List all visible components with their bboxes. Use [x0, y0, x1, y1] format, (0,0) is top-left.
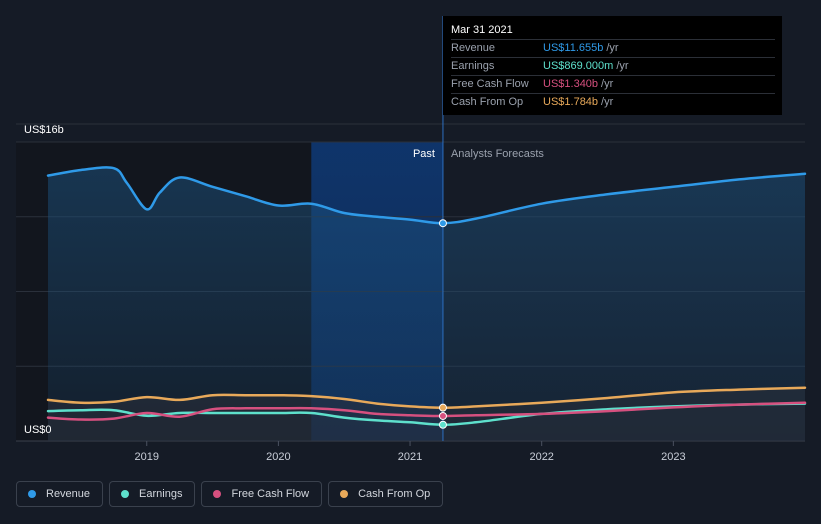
- revenue-marker: [438, 219, 447, 228]
- legend-item-revenue[interactable]: Revenue: [16, 481, 104, 507]
- x-tick-label: 2023: [661, 451, 685, 463]
- tooltip-label: Cash From Op: [451, 96, 524, 108]
- tooltip-unit: /yr: [616, 60, 629, 72]
- earnings-line: [46, 402, 807, 427]
- legend-item-earnings[interactable]: Earnings: [109, 481, 196, 507]
- tooltip-value-free-cash-flow: US$1.340b: [543, 78, 599, 90]
- x-tick-label: 2022: [529, 451, 553, 463]
- tooltip-row-revenue: Revenue US$11.655b /yr: [451, 39, 775, 57]
- tooltip-value-revenue: US$11.655b: [543, 42, 604, 54]
- free-cash-flow-line: [46, 401, 807, 421]
- tooltip-label: Revenue: [451, 42, 496, 54]
- tooltip-value-cash-from-op: US$1.784b: [543, 96, 599, 108]
- legend-label: Earnings: [139, 488, 183, 500]
- x-tick-label: 2021: [398, 451, 422, 463]
- legend-label: Revenue: [46, 488, 91, 500]
- legend-dot-icon: [121, 490, 130, 498]
- legend-dot-icon: [213, 490, 222, 498]
- revenue-line: [46, 166, 807, 225]
- legend-dot-icon: [340, 490, 349, 498]
- y-axis-top-label: US$16b: [24, 124, 64, 136]
- cash-from-op-line: [46, 386, 807, 409]
- tooltip-row-earnings: Earnings US$869.000m /yr: [451, 57, 775, 75]
- tooltip-value-earnings: US$869.000m: [543, 60, 614, 72]
- earnings-marker: [438, 420, 447, 429]
- tooltip-unit: /yr: [601, 96, 614, 108]
- tooltip-unit: /yr: [606, 42, 619, 54]
- revenue-area: [48, 167, 805, 441]
- past-label: Past: [413, 148, 435, 160]
- x-tick-label: 2019: [134, 451, 158, 463]
- tooltip: Mar 31 2021 Revenue US$11.655b /yr Earni…: [443, 16, 782, 115]
- legend-label: Free Cash Flow: [231, 488, 310, 500]
- free-cash-flow-marker: [438, 411, 447, 420]
- legend-label: Cash From Op: [358, 488, 431, 500]
- forecast-label: Analysts Forecasts: [451, 148, 544, 160]
- legend-dot-icon: [28, 490, 36, 498]
- legend-item-free-cash-flow[interactable]: Free Cash Flow: [201, 481, 323, 507]
- legend-item-cash-from-op[interactable]: Cash From Op: [328, 481, 444, 507]
- tooltip-row-cash-from-op: Cash From Op US$1.784b /yr: [451, 93, 775, 111]
- tooltip-label: Free Cash Flow: [451, 78, 529, 90]
- cash-from-op-area: [48, 387, 805, 441]
- tooltip-unit: /yr: [601, 78, 614, 90]
- tooltip-label: Earnings: [451, 60, 495, 72]
- y-axis-bottom-label: US$0: [24, 424, 52, 436]
- legend: Revenue Earnings Free Cash Flow Cash Fro…: [16, 481, 444, 507]
- tooltip-date: Mar 31 2021: [451, 24, 513, 36]
- tooltip-row-free-cash-flow: Free Cash Flow US$1.340b /yr: [451, 75, 775, 93]
- cash-from-op-marker: [438, 403, 447, 412]
- x-tick-label: 2020: [266, 451, 290, 463]
